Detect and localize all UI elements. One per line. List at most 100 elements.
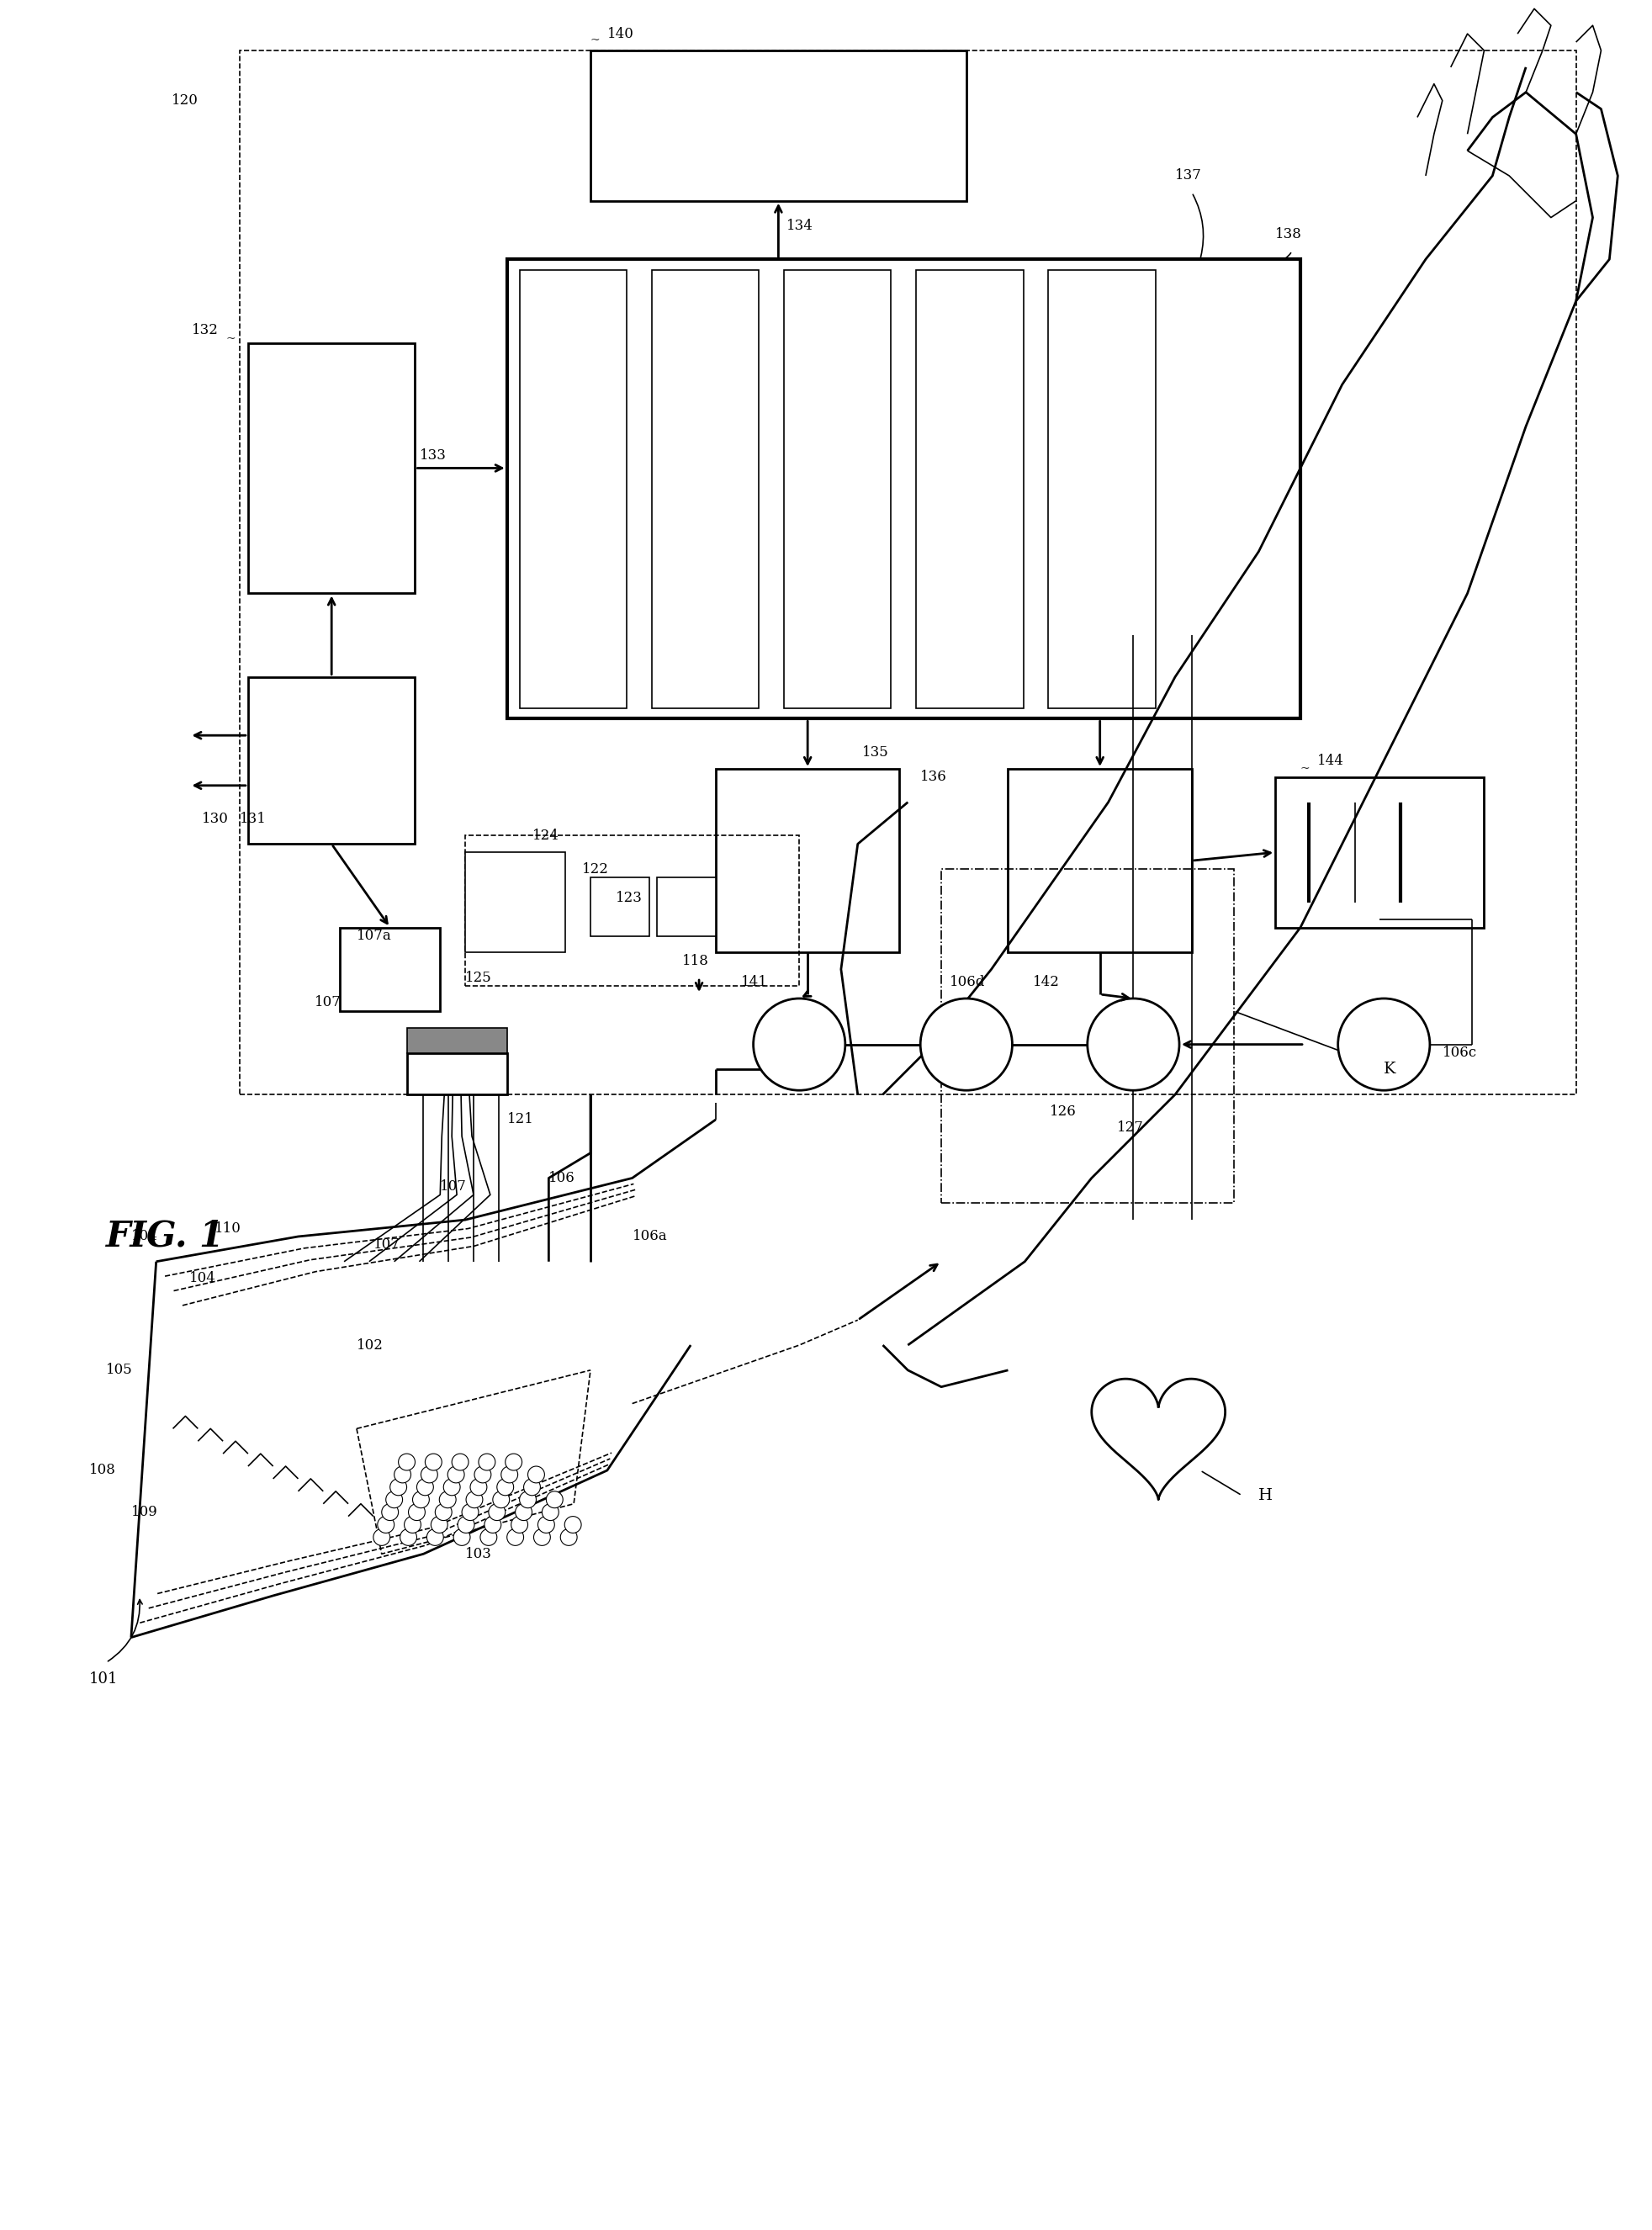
Circle shape xyxy=(492,1492,509,1507)
Text: 106d: 106d xyxy=(950,975,985,988)
Circle shape xyxy=(425,1454,441,1470)
Text: 126: 126 xyxy=(1049,1104,1075,1119)
Bar xyxy=(590,876,649,937)
Text: 132: 132 xyxy=(192,323,218,337)
Circle shape xyxy=(451,1454,468,1470)
Text: 106a: 106a xyxy=(633,1229,667,1244)
Bar xyxy=(1008,769,1191,952)
Circle shape xyxy=(434,1503,451,1521)
Text: K: K xyxy=(1383,1061,1396,1077)
Circle shape xyxy=(497,1478,514,1496)
Circle shape xyxy=(469,1478,487,1496)
Circle shape xyxy=(461,1503,479,1521)
Text: 121: 121 xyxy=(507,1113,534,1126)
Text: ~: ~ xyxy=(590,36,600,47)
Text: 133: 133 xyxy=(420,448,446,462)
Text: 138: 138 xyxy=(1275,227,1302,241)
Bar xyxy=(1275,776,1483,928)
Bar xyxy=(783,270,890,709)
Bar xyxy=(240,51,1576,1095)
Circle shape xyxy=(1087,999,1178,1090)
Text: 104: 104 xyxy=(131,1229,159,1244)
Text: 122: 122 xyxy=(582,861,608,876)
Text: 105: 105 xyxy=(106,1363,132,1378)
Circle shape xyxy=(453,1530,469,1545)
Bar xyxy=(915,270,1023,709)
Text: 140: 140 xyxy=(606,27,634,40)
Circle shape xyxy=(390,1478,406,1496)
Text: 136: 136 xyxy=(920,769,947,785)
Circle shape xyxy=(398,1454,415,1470)
Bar xyxy=(715,769,899,952)
Bar xyxy=(340,928,439,1010)
Text: ~: ~ xyxy=(1300,763,1310,774)
Text: 106: 106 xyxy=(548,1171,575,1184)
Circle shape xyxy=(466,1492,482,1507)
Circle shape xyxy=(753,999,844,1090)
Text: 130: 130 xyxy=(202,812,230,825)
Circle shape xyxy=(545,1492,563,1507)
Circle shape xyxy=(408,1503,425,1521)
Text: ~: ~ xyxy=(226,332,235,343)
Text: 142: 142 xyxy=(1032,975,1059,988)
Circle shape xyxy=(524,1478,540,1496)
Circle shape xyxy=(481,1530,497,1545)
Circle shape xyxy=(426,1530,443,1545)
Circle shape xyxy=(458,1516,474,1532)
Circle shape xyxy=(489,1503,506,1521)
Text: 137: 137 xyxy=(1175,169,1201,183)
Text: 135: 135 xyxy=(861,745,889,758)
Bar xyxy=(507,259,1300,718)
Circle shape xyxy=(421,1465,438,1483)
Text: 108: 108 xyxy=(89,1463,116,1478)
Bar xyxy=(651,270,758,709)
Circle shape xyxy=(479,1454,496,1470)
Circle shape xyxy=(1338,999,1429,1090)
Circle shape xyxy=(439,1492,456,1507)
Bar xyxy=(248,343,415,593)
Text: 106c: 106c xyxy=(1442,1046,1477,1059)
Text: 118: 118 xyxy=(682,954,709,968)
Circle shape xyxy=(519,1492,535,1507)
Text: 131: 131 xyxy=(240,812,266,825)
Bar xyxy=(1047,270,1155,709)
Circle shape xyxy=(560,1530,577,1545)
Circle shape xyxy=(377,1516,395,1532)
Bar xyxy=(519,270,626,709)
Bar xyxy=(657,876,715,937)
Circle shape xyxy=(385,1492,403,1507)
Circle shape xyxy=(537,1516,555,1532)
Circle shape xyxy=(501,1465,517,1483)
Text: 107a: 107a xyxy=(357,928,392,943)
Circle shape xyxy=(405,1516,421,1532)
Circle shape xyxy=(507,1530,524,1545)
Circle shape xyxy=(416,1478,433,1496)
Text: 124: 124 xyxy=(532,830,558,843)
Circle shape xyxy=(542,1503,558,1521)
Circle shape xyxy=(373,1530,390,1545)
Bar xyxy=(406,1053,507,1095)
Bar xyxy=(590,51,966,201)
Polygon shape xyxy=(1090,1378,1224,1499)
Circle shape xyxy=(443,1478,459,1496)
Text: 110: 110 xyxy=(215,1222,241,1235)
Text: 107: 107 xyxy=(373,1238,400,1251)
Text: 104: 104 xyxy=(190,1271,216,1284)
Circle shape xyxy=(920,999,1011,1090)
Text: 103: 103 xyxy=(464,1548,492,1561)
Text: 123: 123 xyxy=(615,892,643,905)
Text: 141: 141 xyxy=(740,975,767,988)
Circle shape xyxy=(395,1465,411,1483)
Text: 127: 127 xyxy=(1117,1122,1143,1135)
Circle shape xyxy=(448,1465,464,1483)
Circle shape xyxy=(527,1465,544,1483)
Circle shape xyxy=(400,1530,416,1545)
Bar xyxy=(406,1028,507,1053)
Text: 134: 134 xyxy=(786,219,813,232)
Circle shape xyxy=(431,1516,448,1532)
Bar xyxy=(248,678,415,843)
Text: 107: 107 xyxy=(439,1180,468,1193)
Bar xyxy=(464,852,565,952)
Circle shape xyxy=(382,1503,398,1521)
Text: 144: 144 xyxy=(1317,754,1343,767)
